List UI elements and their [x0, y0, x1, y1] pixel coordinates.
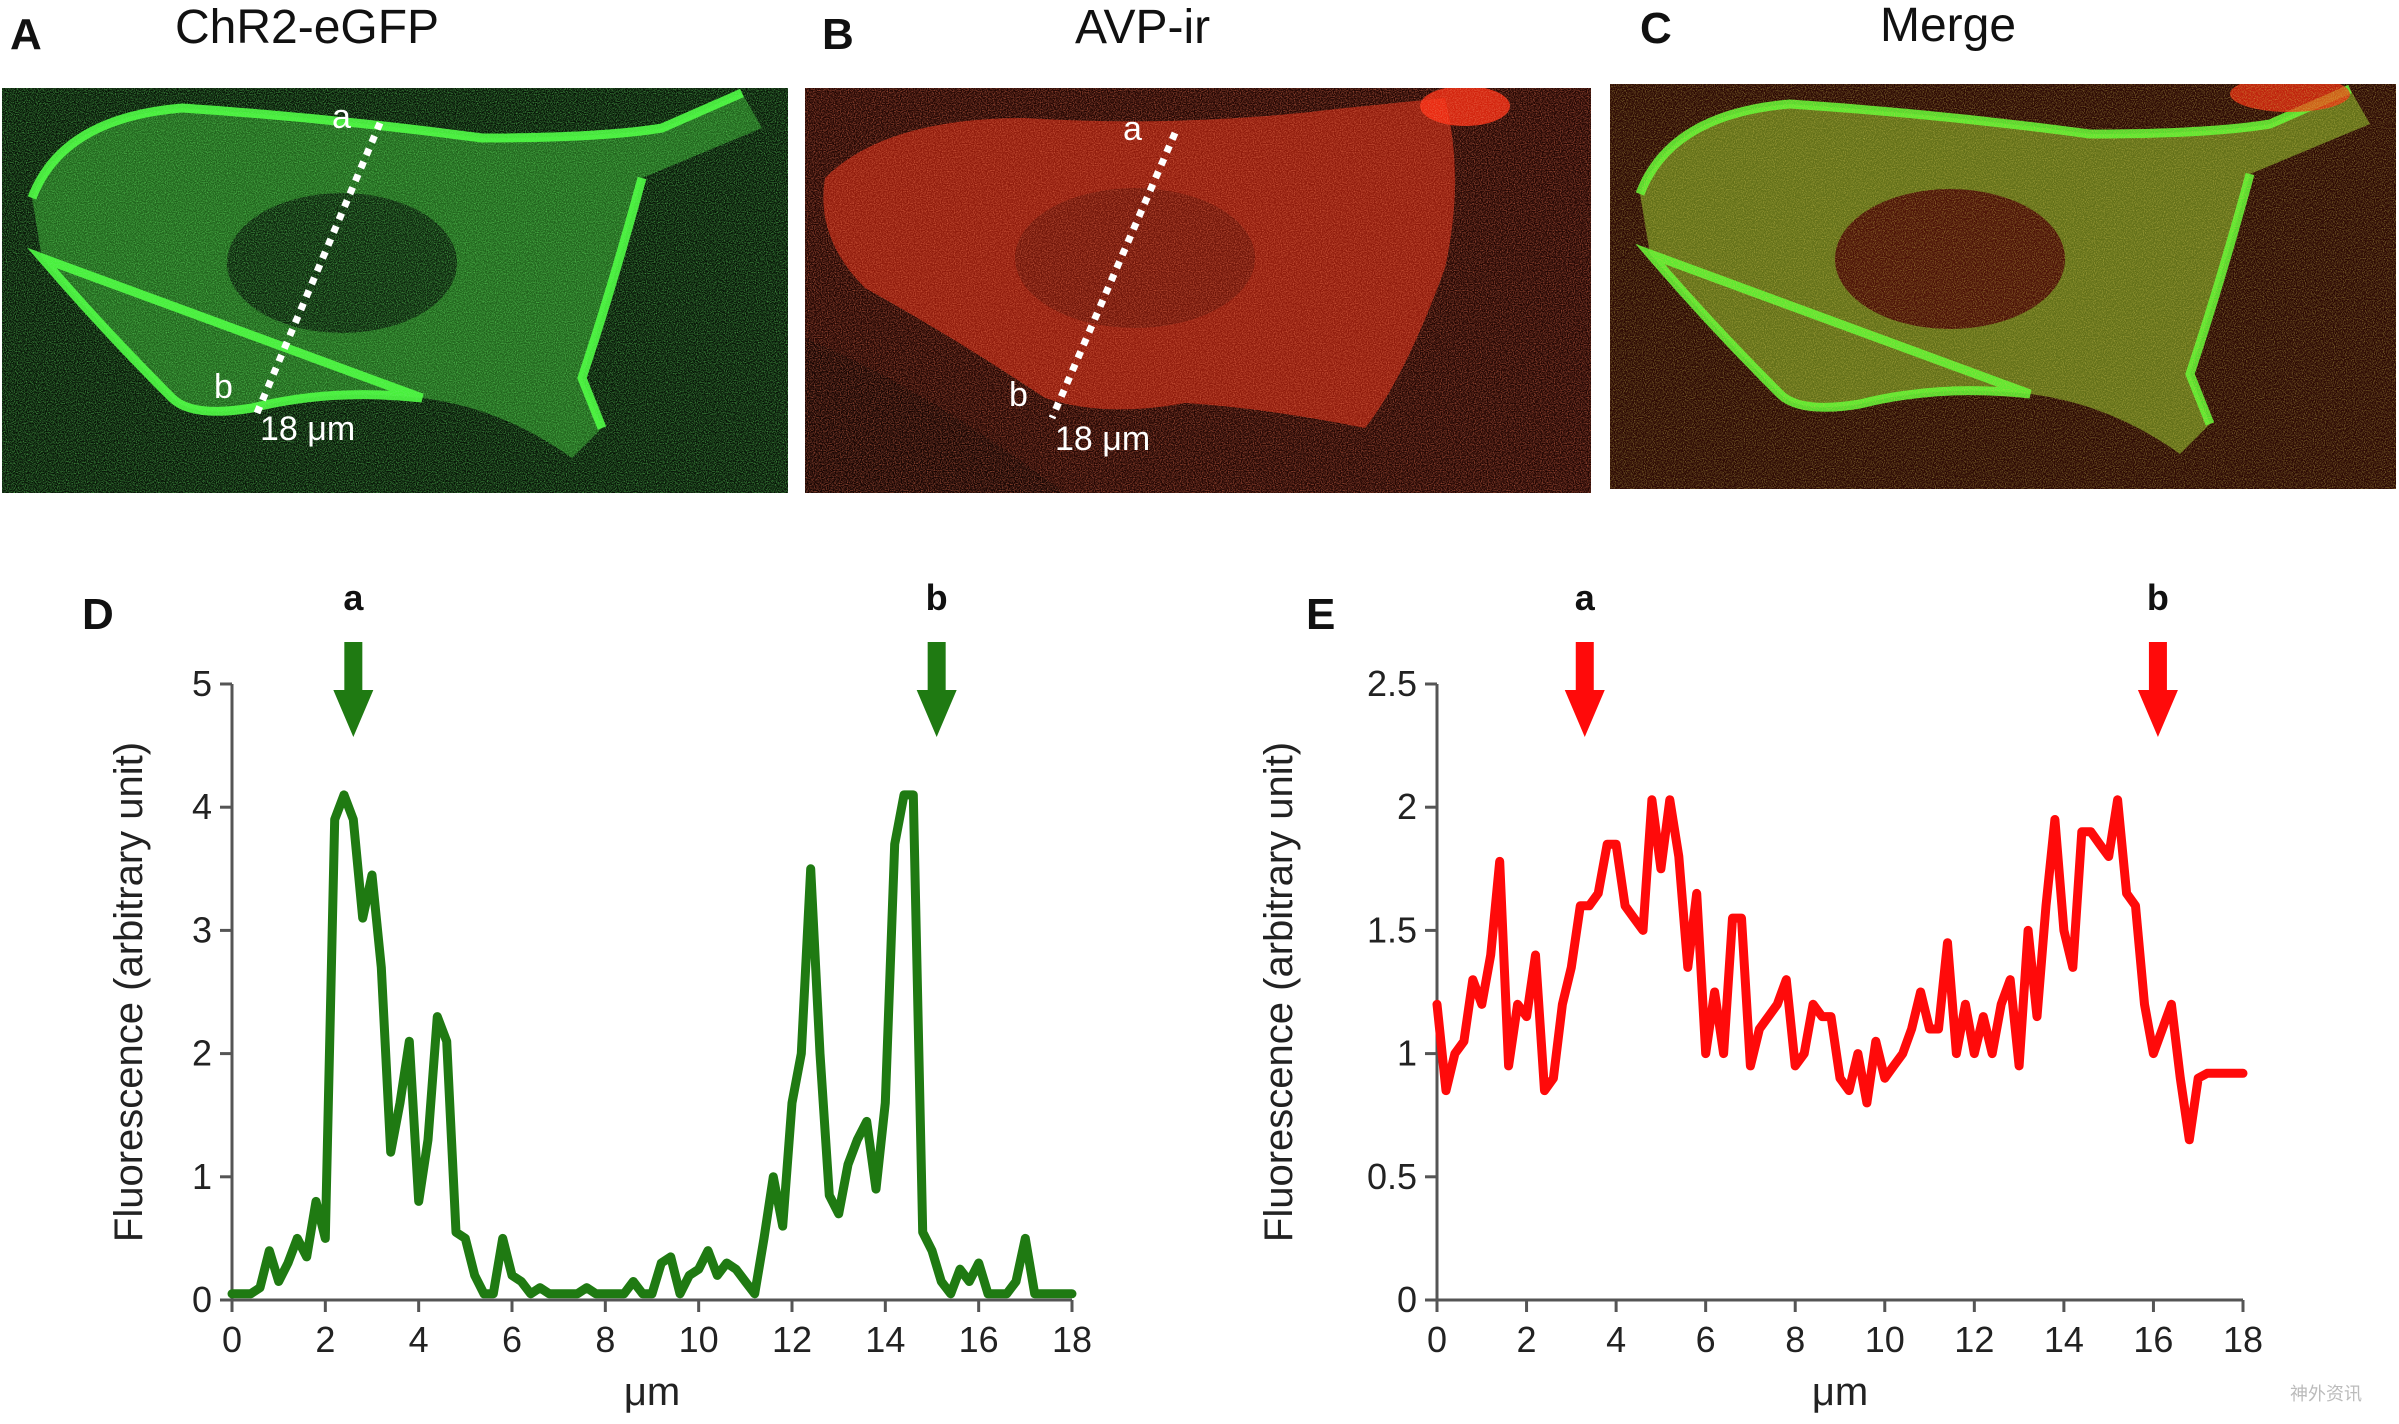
x-tick-label: 8 — [595, 1319, 615, 1360]
panel-title-a: ChR2-eGFP — [175, 1, 440, 54]
x-tick-label: 14 — [865, 1319, 905, 1360]
scale-label-a: 18 μm — [260, 410, 355, 448]
watermark: 神外资讯 — [2290, 1384, 2362, 1404]
x-tick-label: 14 — [2044, 1319, 2084, 1360]
x-tick-label: 6 — [1696, 1319, 1716, 1360]
y-tick-label: 0 — [1397, 1279, 1417, 1320]
panel-title-c: Merge — [1880, 0, 2017, 52]
line-label-a-top: a — [332, 98, 351, 136]
x-tick-label: 2 — [315, 1319, 335, 1360]
micrograph-b: a b 18 μm — [805, 88, 1591, 493]
x-tick-label: 16 — [959, 1319, 999, 1360]
y-tick-label: 2 — [192, 1033, 212, 1074]
y-tick-label: 1 — [192, 1156, 212, 1197]
arrow-marker-a — [333, 642, 374, 737]
series-line-0 — [227, 790, 1077, 1299]
y-tick-label: 2.5 — [1367, 663, 1417, 704]
x-tick-label: 0 — [1427, 1319, 1447, 1360]
panel-letter-c: C — [1640, 4, 1672, 53]
y-tick-label: 0 — [192, 1279, 212, 1320]
x-tick-label: 4 — [409, 1319, 429, 1360]
x-tick-label: 18 — [2223, 1319, 2263, 1360]
micrograph-a: a b 18 μm — [2, 88, 788, 493]
y-tick-label: 1.5 — [1367, 909, 1417, 950]
arrow-label-a: a — [343, 577, 364, 618]
x-axis-title: μm — [1812, 1370, 1868, 1414]
x-tick-label: 6 — [502, 1319, 522, 1360]
x-tick-label: 12 — [1954, 1319, 1994, 1360]
y-tick-label: 1 — [1397, 1033, 1417, 1074]
x-tick-label: 4 — [1606, 1319, 1626, 1360]
y-tick-label: 3 — [192, 909, 212, 950]
y-tick-label: 0.5 — [1367, 1156, 1417, 1197]
x-tick-label: 0 — [222, 1319, 242, 1360]
line-label-b-top: a — [1123, 110, 1142, 148]
x-tick-label: 12 — [772, 1319, 812, 1360]
arrow-marker-b — [2137, 642, 2178, 737]
panel-letter-e: E — [1306, 590, 1336, 639]
chart-e-svg: 0 0.5 1 1.5 2 2.5 0 2 4 6 8 10 12 14 16 18 μm Fluorescenc… — [1257, 577, 2263, 1414]
panel-letter-b: B — [822, 10, 854, 59]
line-scan-b — [1048, 131, 1179, 420]
x-tick-label: 8 — [1785, 1319, 1805, 1360]
panel-letter-d: D — [82, 590, 114, 639]
y-axis-title: Fluorescence (arbitrary unit) — [107, 742, 151, 1242]
scale-label-b: 18 μm — [1055, 420, 1150, 458]
chart-e: 0 0.5 1 1.5 2 2.5 0 2 4 6 8 10 12 14 16 18 μm Fluorescenc… — [1200, 560, 2399, 1424]
panel-letter-a: A — [10, 10, 42, 59]
x-tick-label: 16 — [2133, 1319, 2173, 1360]
arrow-marker-b — [916, 642, 957, 737]
x-tick-label: 18 — [1052, 1319, 1092, 1360]
line-label-b-bottom: b — [1009, 376, 1028, 414]
arrow-marker-a — [1564, 642, 1605, 737]
panel-title-b: AVP-ir — [1075, 1, 1211, 54]
chart-d: 0 1 2 3 4 5 0 2 4 6 8 10 12 14 16 18 μm Fluorescence (arb… — [0, 560, 1180, 1424]
x-tick-label: 2 — [1517, 1319, 1537, 1360]
x-axis-title: μm — [624, 1370, 680, 1414]
arrow-label-a: a — [1575, 577, 1596, 618]
line-scan-a — [253, 121, 384, 415]
line-label-a-bottom: b — [214, 368, 233, 406]
y-axis-title: Fluorescence (arbitrary unit) — [1257, 742, 1301, 1242]
arrow-label-b: b — [926, 577, 948, 618]
series-line-0 — [1432, 795, 2248, 1145]
micrograph-c — [1610, 84, 2396, 489]
y-tick-label: 5 — [192, 663, 212, 704]
x-tick-label: 10 — [679, 1319, 719, 1360]
y-tick-label: 2 — [1397, 786, 1417, 827]
x-tick-label: 10 — [1865, 1319, 1905, 1360]
y-tick-label: 4 — [192, 786, 212, 827]
arrow-label-b: b — [2147, 577, 2169, 618]
